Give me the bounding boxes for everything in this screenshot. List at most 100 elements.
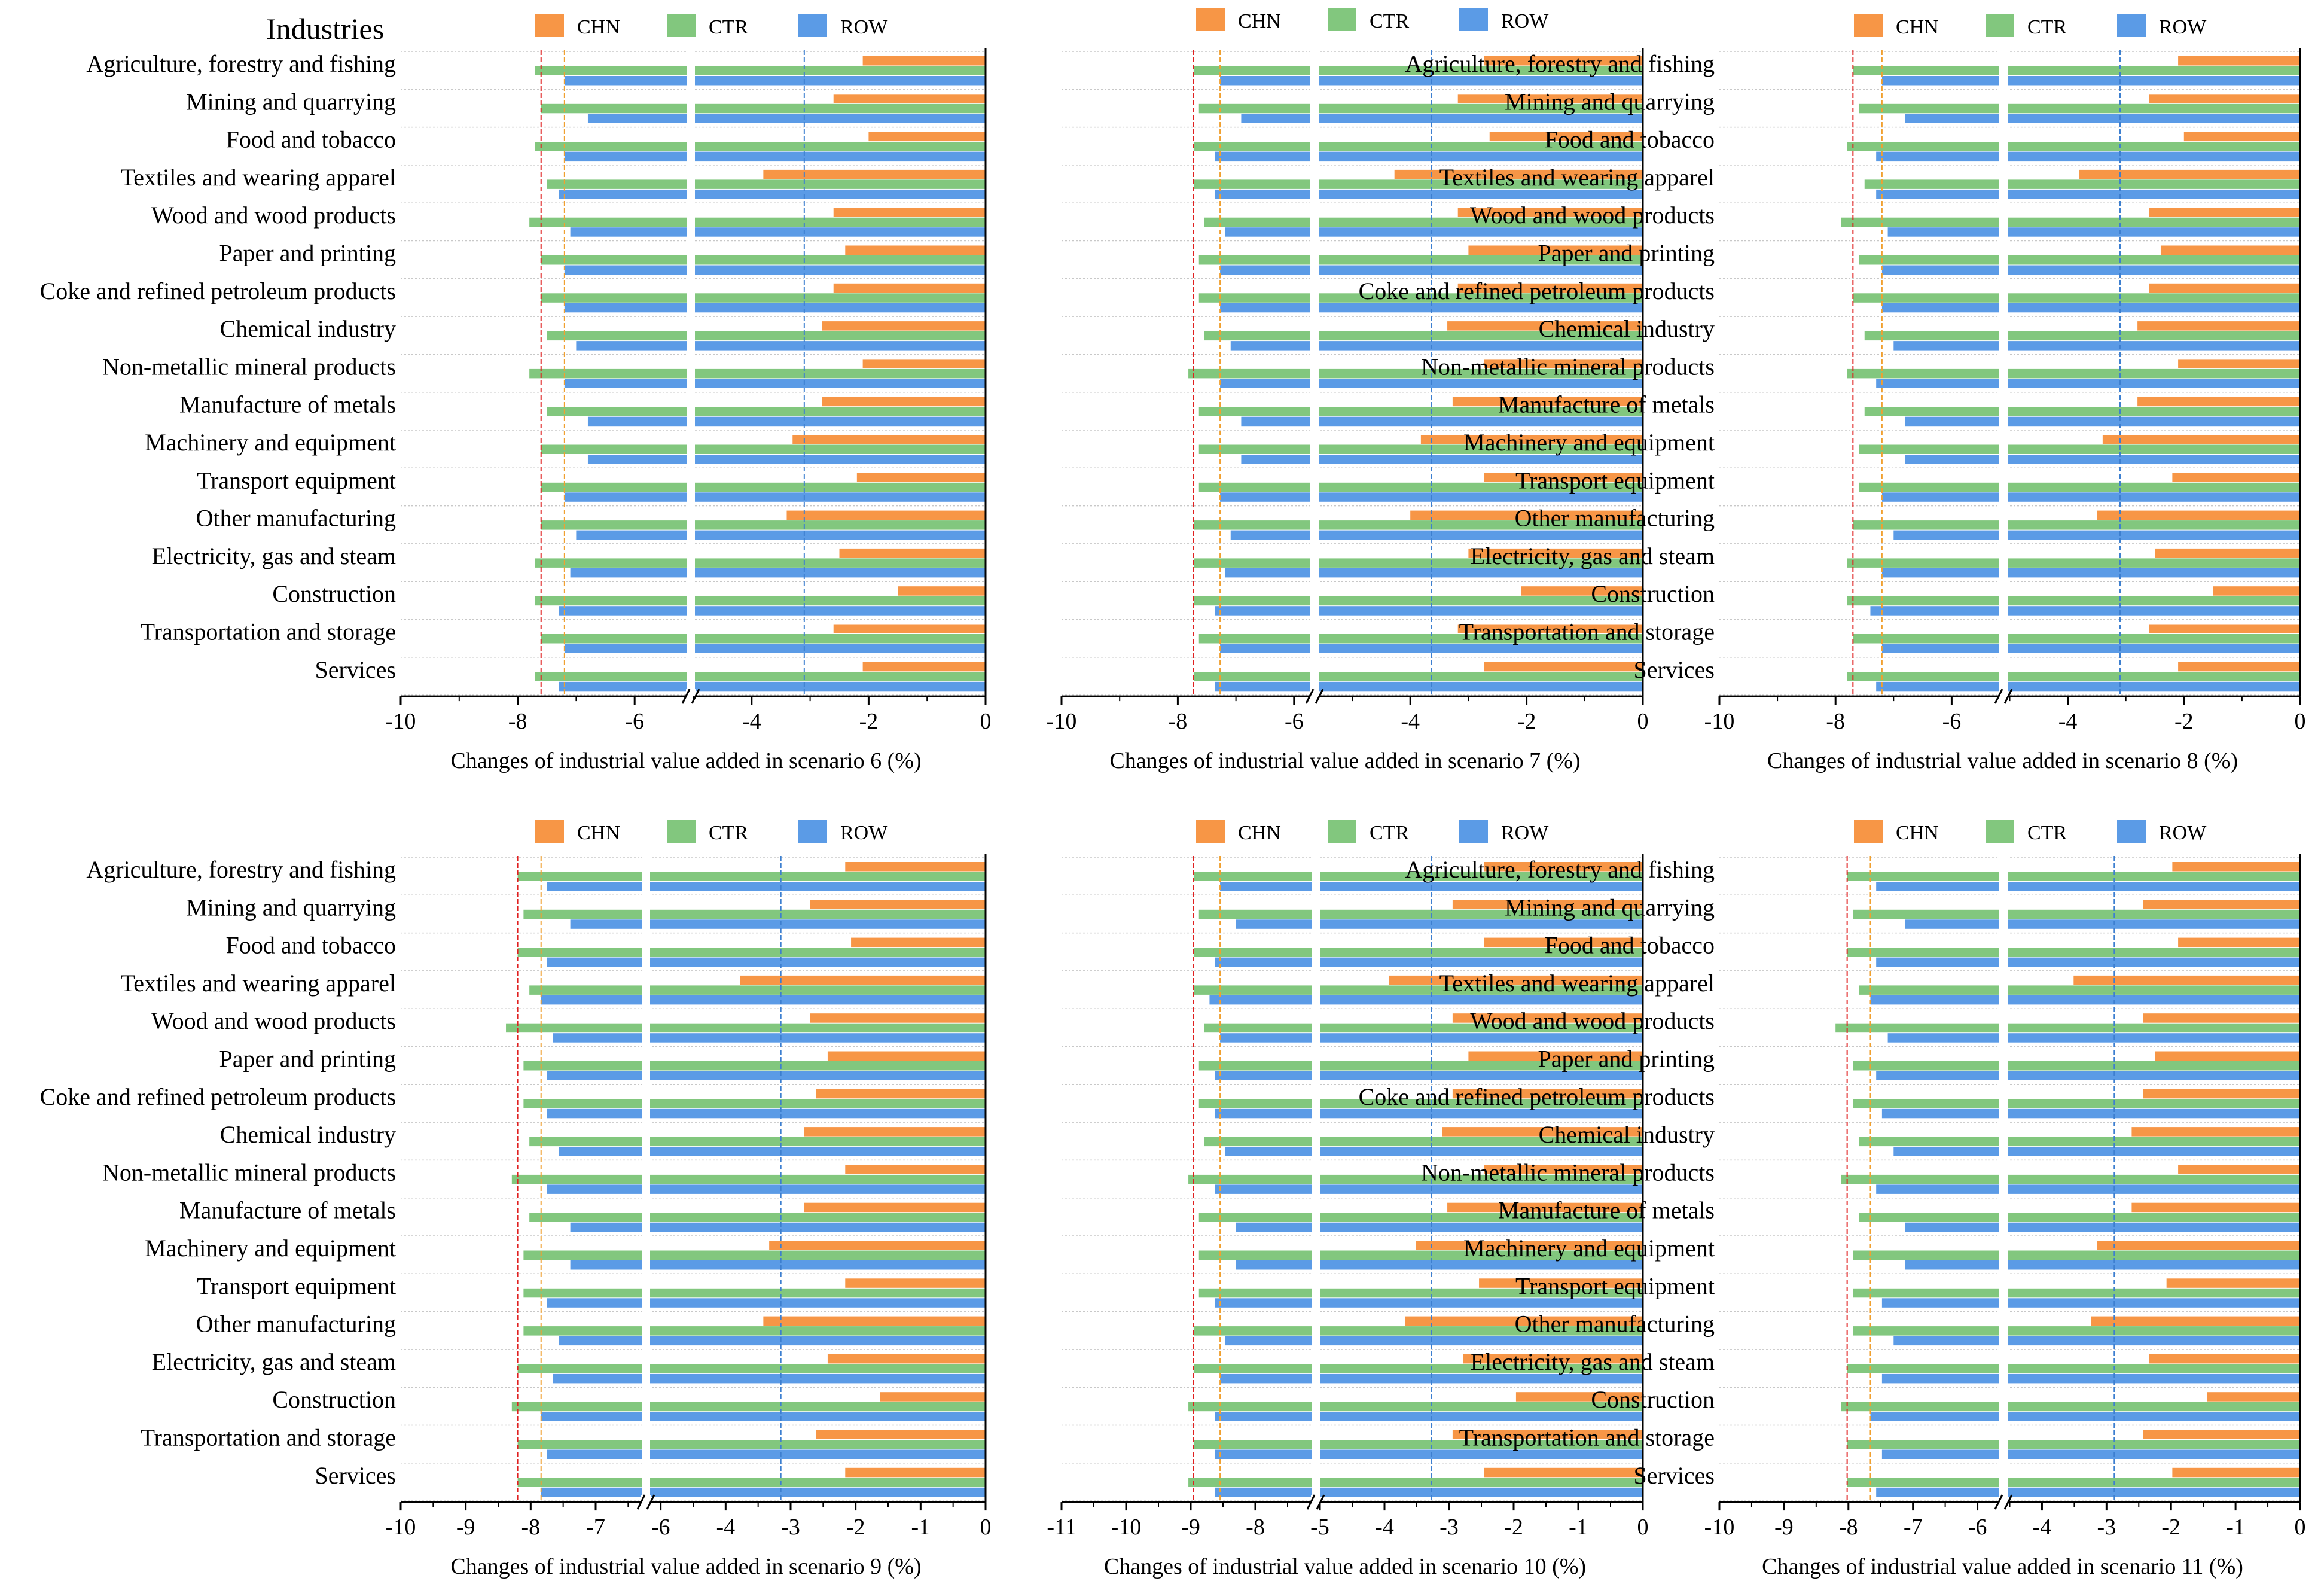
bar-row (1215, 957, 1643, 967)
bar-ctr (1193, 520, 1643, 530)
industry-label: Paper and printing (1538, 1046, 1715, 1073)
industry-label: Construction (1591, 580, 1715, 607)
bar-chn (862, 56, 986, 66)
x-tick-label: -4 (1401, 709, 1420, 734)
legend-label-ctr: CTR (709, 16, 748, 38)
legend-swatch-chn (1196, 8, 1225, 31)
legend-swatch-chn (1854, 14, 1883, 37)
industry-label: Machinery and equipment (1463, 429, 1715, 456)
industry-label: Paper and printing (1538, 240, 1715, 267)
industry-label: Mining and quarrying (186, 88, 396, 115)
bar-ctr (1198, 1288, 1643, 1298)
industry-label: Transportation and storage (141, 619, 396, 645)
bar-chn (1452, 1430, 1643, 1439)
bar-chn (833, 94, 986, 103)
axis-break-gap (642, 856, 650, 1503)
bar-ctr (523, 1288, 986, 1298)
x-axis-label: Changes of industrial value added in sce… (1109, 748, 1580, 773)
bar-row (1881, 644, 2300, 653)
bar-ctr (535, 558, 986, 568)
bar-chn (1479, 1278, 1643, 1288)
bar-ctr (523, 1061, 986, 1071)
bar-ctr (523, 1326, 986, 1336)
bar-chn (856, 473, 986, 482)
bar-chn (2149, 283, 2300, 293)
industry-label: Coke and refined petroleum products (1359, 1083, 1715, 1110)
x-tick-label: -6 (1285, 709, 1304, 734)
bar-chn (1463, 1354, 1643, 1364)
bar-row (564, 644, 986, 653)
x-axis-label: Changes of industrial value added in sce… (1762, 1554, 2243, 1579)
x-tick-label: -10 (1704, 1515, 1735, 1540)
bar-row (553, 1373, 986, 1384)
industry-label: Chemical industry (1539, 315, 1715, 342)
bar-row (1241, 455, 1643, 464)
bar-ctr (1193, 66, 1643, 75)
bar-ctr (529, 217, 986, 227)
bar-ctr (541, 634, 986, 644)
bar-chn (2102, 435, 2300, 444)
bar-row (1870, 995, 2300, 1005)
bar-ctr (541, 444, 986, 454)
legend-label-ctr: CTR (2027, 16, 2067, 38)
legend-label-row: ROW (2159, 16, 2207, 38)
legend-swatch-row (798, 14, 827, 37)
bar-row (1876, 957, 2300, 967)
bar-chn (1484, 862, 1643, 872)
bar-row (1870, 606, 2300, 616)
industry-label: Food and tobacco (1545, 126, 1715, 153)
x-tick-label: -4 (716, 1515, 736, 1540)
axis-break-mark (681, 689, 691, 704)
industry-label: Wood and wood products (151, 1007, 396, 1034)
bar-ctr (523, 1099, 986, 1108)
bar-ctr (1198, 1250, 1643, 1260)
x-tick-label: 0 (980, 1515, 992, 1540)
bar-row (1209, 995, 1643, 1005)
bar-row (559, 606, 986, 616)
bar-row (564, 379, 986, 388)
bar-chn (2097, 1241, 2300, 1250)
x-tick-label: -6 (625, 709, 644, 734)
bar-ctr (1859, 1213, 2300, 1222)
bar-chn (810, 1013, 986, 1023)
bar-row (1225, 1147, 1643, 1156)
bar-chn (1521, 586, 1643, 596)
bar-ctr (506, 1023, 986, 1033)
bar-ctr (535, 596, 986, 606)
bar-row (1876, 1184, 2300, 1194)
bar-chn (868, 132, 986, 142)
industry-label: Chemical industry (1539, 1121, 1715, 1148)
x-tick-label: -11 (1047, 1515, 1076, 1540)
bar-chn (792, 435, 986, 444)
bar-chn (2178, 662, 2300, 672)
bar-chn (1468, 548, 1643, 558)
bar-ctr (1193, 672, 1643, 681)
industry-label: Machinery and equipment (1463, 1235, 1715, 1262)
bar-row (1215, 1487, 1643, 1497)
bar-row (1225, 1336, 1643, 1346)
bar-chn (2091, 1316, 2300, 1326)
bar-row (1905, 455, 2300, 464)
bar-ctr (535, 66, 986, 75)
bar-chn (839, 548, 986, 558)
legend-label-row: ROW (1501, 822, 1549, 844)
bar-row (1215, 189, 1643, 199)
bar-ctr (517, 1478, 986, 1487)
industry-label: Wood and wood products (151, 202, 396, 229)
bar-ctr (1859, 985, 2300, 995)
bar-row (559, 189, 986, 199)
bar-chn (804, 1202, 986, 1213)
bar-ctr (1853, 1326, 2300, 1336)
x-tick-label: -3 (2097, 1515, 2116, 1540)
bar-ctr (1188, 1174, 1643, 1184)
bar-chn (740, 975, 986, 985)
bar-row (1230, 530, 1643, 540)
axis-break-mark (1305, 689, 1315, 704)
bar-chn (2073, 975, 2300, 985)
bar-row (587, 114, 986, 123)
bar-row (570, 227, 986, 237)
bar-ctr (1193, 948, 1643, 957)
bar-ctr (541, 482, 986, 492)
bar-ctr (1864, 331, 2300, 341)
